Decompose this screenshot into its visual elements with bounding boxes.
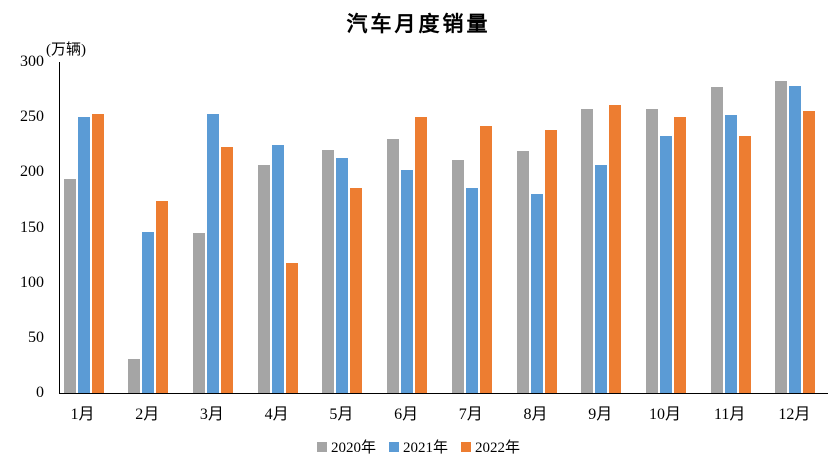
bar-2022年-3月 <box>220 146 233 393</box>
x-axis-label: 5月 <box>329 406 354 423</box>
bar-2021年-4月 <box>271 144 284 393</box>
bar-2022年-7月 <box>479 126 492 393</box>
x-axis-label: 2月 <box>135 406 160 423</box>
x-axis-label: 1月 <box>70 406 95 423</box>
bar-2021年-1月 <box>77 117 90 393</box>
bar-2022年-6月 <box>415 117 428 393</box>
bar-2021年-11月 <box>724 114 737 393</box>
bar-2021年-6月 <box>401 170 414 393</box>
bar-2020年-10月 <box>645 109 658 393</box>
legend-item: 2022年 <box>461 436 520 457</box>
bar-2022年-10月 <box>673 117 686 393</box>
x-axis-label: 10月 <box>648 406 681 423</box>
bar-2020年-7月 <box>451 160 464 393</box>
x-axis-label: 11月 <box>713 406 746 423</box>
bar-2022年-2月 <box>156 201 169 393</box>
bar-2020年-5月 <box>322 150 335 393</box>
legend-swatch-icon <box>461 441 471 452</box>
bar-2021年-2月 <box>142 231 155 393</box>
y-tick-label: 100 <box>20 273 44 291</box>
x-axis-label: 6月 <box>394 406 419 423</box>
legend: 2020年 2021年 2022年 <box>0 436 837 457</box>
bar-2021年-3月 <box>206 113 219 393</box>
plot-area <box>59 62 828 394</box>
bar-2021年-5月 <box>336 158 349 393</box>
bar-2022年-4月 <box>285 262 298 393</box>
bar-2021年-8月 <box>530 194 543 393</box>
legend-label: 2020年 <box>330 440 376 456</box>
legend-swatch-icon <box>316 441 327 452</box>
bar-2022年-8月 <box>544 130 557 393</box>
y-tick-label: 300 <box>20 53 44 70</box>
legend-label: 2022年 <box>475 440 521 456</box>
x-axis-label: 7月 <box>458 406 483 423</box>
bar-2020年-1月 <box>63 178 76 393</box>
legend-item: 2020年 <box>316 436 376 457</box>
bar-2020年-8月 <box>516 151 529 393</box>
chart-title: 汽车月度销量 <box>346 12 491 36</box>
y-axis-unit-label: (万辆) <box>46 42 86 58</box>
y-tick-label: 250 <box>20 108 44 126</box>
bar-2021年-9月 <box>595 164 608 393</box>
bar-2020年-6月 <box>387 139 400 393</box>
bar-2021年-12月 <box>789 86 802 393</box>
y-tick-label: 50 <box>28 328 44 346</box>
legend-label: 2021年 <box>402 440 448 456</box>
bar-2022年-11月 <box>738 135 751 393</box>
bar-2020年-9月 <box>581 109 594 393</box>
bar-2022年-5月 <box>350 187 363 393</box>
x-axis-label: 4月 <box>264 406 289 423</box>
bar-2022年-9月 <box>609 105 622 393</box>
bar-2021年-7月 <box>465 187 478 393</box>
bar-2020年-11月 <box>710 87 723 393</box>
x-axis-label: 3月 <box>199 406 224 423</box>
bar-2021年-10月 <box>659 135 672 393</box>
bar-2020年-4月 <box>257 164 270 393</box>
legend-item: 2021年 <box>388 436 448 457</box>
bar-2022年-1月 <box>91 113 104 393</box>
legend-swatch-icon <box>388 441 399 452</box>
x-axis-label: 12月 <box>778 406 811 423</box>
y-tick-label: 150 <box>20 218 44 236</box>
y-tick-label: 0 <box>36 384 44 401</box>
y-tick-label: 200 <box>20 163 44 181</box>
bar-2020年-3月 <box>192 233 205 393</box>
bar-2022年-12月 <box>803 110 816 393</box>
x-axis-label: 8月 <box>523 406 548 423</box>
x-axis-label: 9月 <box>588 406 613 423</box>
bar-2020年-12月 <box>775 80 788 393</box>
bar-2020年-2月 <box>128 358 141 393</box>
